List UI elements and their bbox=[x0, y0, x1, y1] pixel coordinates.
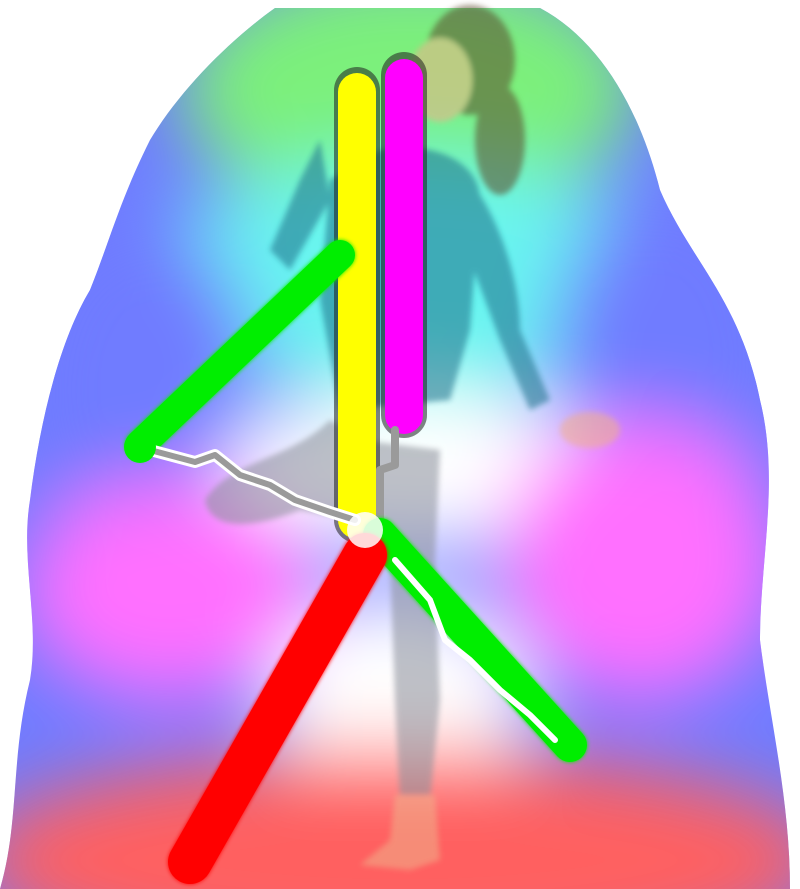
person-ponytail bbox=[475, 85, 525, 195]
joint-knee bbox=[124, 431, 156, 463]
joint-hip bbox=[347, 512, 383, 548]
field-magenta-blob-left bbox=[20, 480, 320, 700]
person-foot bbox=[360, 795, 440, 870]
pose-skeleton bbox=[124, 52, 587, 884]
limb-leg-right-edge bbox=[392, 557, 558, 743]
person-right-arm bbox=[470, 180, 550, 410]
limb-hip-connector bbox=[376, 426, 399, 529]
limb-upper-leg-left bbox=[125, 240, 355, 460]
field-magenta-blob-right bbox=[500, 420, 780, 700]
person-standing-leg bbox=[360, 440, 440, 800]
limb-leg-right bbox=[363, 518, 587, 762]
person-bent-leg bbox=[205, 420, 370, 524]
limb-leg-left-long bbox=[168, 533, 387, 884]
limb-lower-leg-left-core bbox=[147, 447, 358, 523]
person-left-arm bbox=[270, 140, 330, 270]
person-hand bbox=[560, 412, 620, 448]
